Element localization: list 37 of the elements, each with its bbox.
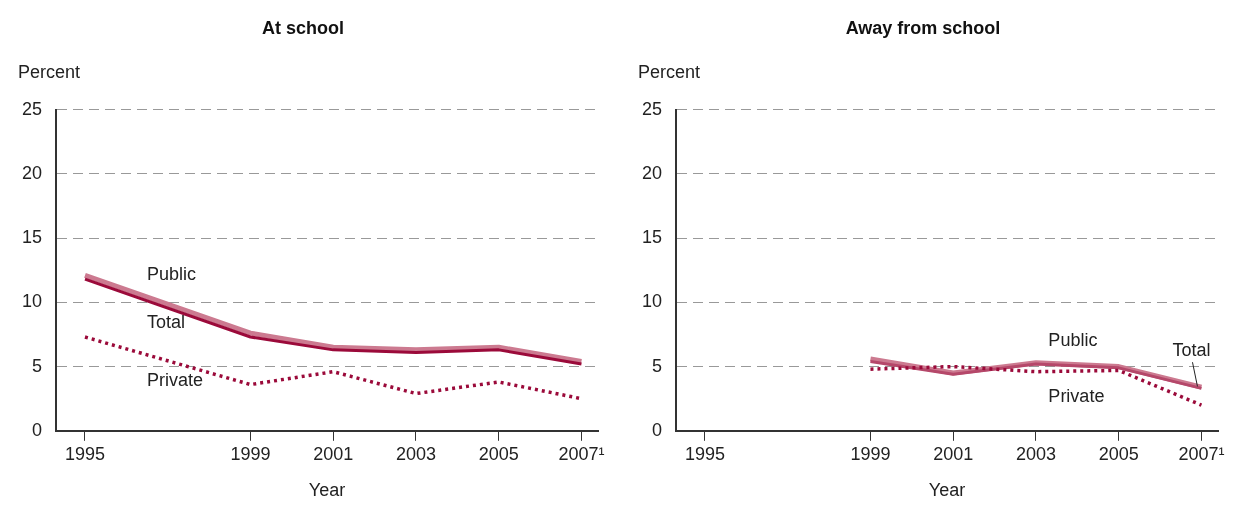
y-tick-label: 5 [32,355,43,376]
x-axis-title: Year [928,480,966,501]
y-tick-label: 5 [652,355,663,376]
x-tick-label: 2005 [478,443,519,464]
series-label: Public [1048,330,1098,351]
line-series [868,364,1204,407]
series-label: Private [1048,386,1105,407]
x-tick-label: 1999 [230,443,271,464]
x-tick-label: 2001 [313,443,354,464]
y-axis-title: Percent [18,61,81,82]
series-label: Total [1172,340,1211,361]
y-tick-label: 10 [641,291,663,312]
x-tick-label: 2005 [1098,443,1139,464]
series-label: Public [147,263,197,284]
x-tick-label: 2003 [1015,443,1056,464]
y-tick-label: 20 [21,162,43,183]
series-label: Total [147,311,186,332]
x-tick-label: 2007¹ [558,443,605,464]
x-axis-title: Year [308,480,346,501]
y-tick-label: 15 [21,227,43,248]
x-tick-label: 1995 [64,443,106,464]
x-tick-label: 1995 [684,443,726,464]
y-tick-label: 25 [641,98,663,119]
y-tick-label: 15 [641,227,663,248]
x-tick-label: 2003 [395,443,436,464]
y-axis-title: Percent [638,61,701,82]
y-tick-label: 0 [32,419,43,440]
chart-title: Away from school [845,17,1001,38]
y-tick-label: 10 [21,291,43,312]
x-tick-label: 2007¹ [1178,443,1225,464]
y-tick-label: 20 [641,162,663,183]
x-tick-label: 2001 [933,443,974,464]
y-tick-label: 25 [21,98,43,119]
chart-title: At school [261,17,345,38]
y-tick-label: 0 [652,419,663,440]
x-tick-label: 1999 [850,443,891,464]
series-label: Private [147,369,204,390]
